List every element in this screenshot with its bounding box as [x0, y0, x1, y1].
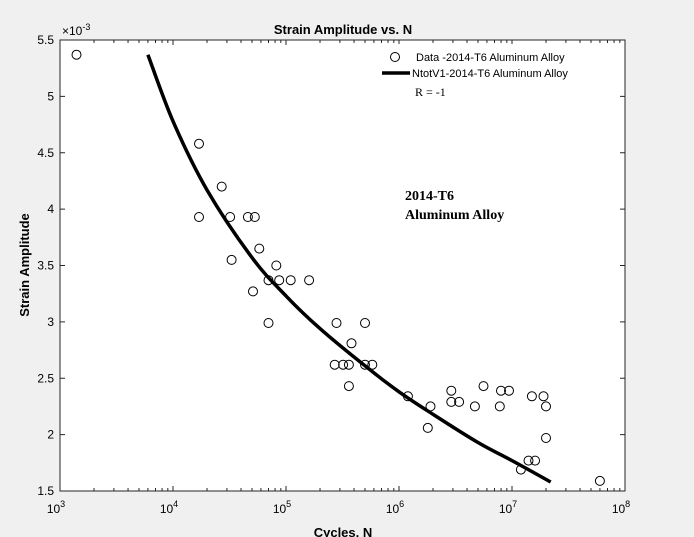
data-point-5 [226, 254, 237, 265]
data-point-26 [422, 422, 433, 433]
data-point-0 [71, 49, 82, 60]
data-point-22 [360, 318, 370, 328]
y-tick-label-3: 3 [47, 315, 54, 329]
y-tick-label-8: 5.5 [37, 33, 54, 47]
annotation-alloy-name: Aluminum Alloy [405, 208, 504, 223]
x-tick-label-2: 105 [273, 499, 291, 516]
data-point-1 [194, 138, 204, 149]
y-tick-label-6: 4.5 [37, 146, 54, 160]
data-point-12 [271, 260, 282, 271]
data-point-4 [225, 212, 236, 222]
data-point-39 [530, 455, 541, 466]
data-point-9 [254, 243, 265, 254]
data-point-29 [446, 385, 457, 396]
data-point-32 [478, 381, 489, 392]
data-point-28 [446, 396, 457, 407]
x-tick-label-1: 104 [160, 499, 178, 516]
data-point-2 [194, 212, 204, 222]
fit-curve-layer [146, 54, 552, 484]
x-axis-label: Cycles, N [314, 525, 373, 537]
x-tick-label-5: 108 [612, 499, 630, 516]
data-point-23 [360, 359, 370, 370]
legend-r-value: R = -1 [415, 85, 446, 99]
data-point-14 [285, 275, 296, 286]
data-point-27 [425, 401, 436, 412]
x-tick-label-3: 106 [386, 499, 404, 516]
data-point-37 [523, 455, 534, 466]
data-point-16 [329, 359, 340, 370]
legend: Data -2014-T6 Aluminum Alloy NtotV1-2014… [370, 44, 595, 104]
annotation-alloy-grade: 2014-T6 [405, 189, 454, 204]
legend-item-data: Data -2014-T6 Aluminum Alloy [416, 52, 565, 64]
y-tick-label-5: 4 [47, 202, 54, 216]
data-point-34 [496, 385, 506, 396]
data-point-40 [538, 391, 549, 402]
legend-circle-marker [390, 52, 400, 62]
data-point-15 [304, 275, 315, 286]
data-point-43 [594, 475, 605, 486]
data-point-8 [249, 212, 260, 222]
y-tick-label-7: 5 [47, 89, 54, 103]
data-point-24 [367, 359, 378, 370]
axis-ticks-layer: 103 104 105 106 107 108 1.5 2 2.5 3 3.5 4 4.5 5 5.5 [37, 33, 630, 516]
chart-title: Strain Amplitude vs. N [274, 22, 412, 37]
x-tick-label-0: 103 [47, 499, 65, 516]
data-point-17 [331, 318, 342, 328]
data-point-18 [338, 359, 349, 370]
plot-area [60, 40, 625, 491]
data-point-6 [242, 212, 253, 222]
data-point-25 [402, 391, 413, 402]
data-point-7 [248, 286, 258, 297]
data-point-30 [454, 396, 465, 407]
data-point-20 [343, 359, 354, 370]
data-point-31 [469, 401, 480, 412]
y-tick-label-1: 2 [47, 428, 54, 442]
data-point-36 [515, 464, 526, 475]
data-point-3 [216, 181, 227, 192]
y-tick-label-2: 2.5 [37, 371, 54, 385]
data-point-19 [343, 381, 354, 392]
data-point-42 [541, 433, 551, 443]
data-point-35 [504, 385, 514, 396]
data-point-21 [346, 338, 357, 349]
x-tick-label-4: 107 [499, 499, 517, 516]
data-point-38 [526, 391, 537, 402]
y-axis-label: Strain Amplitude [17, 213, 32, 317]
y-multiplier: ×10-3 [62, 22, 90, 38]
data-points-layer [71, 49, 605, 486]
data-point-10 [263, 318, 274, 328]
data-point-11 [263, 275, 274, 286]
y-tick-label-4: 3.5 [37, 259, 54, 273]
fit-curve-line [146, 54, 552, 484]
y-tick-label-0: 1.5 [37, 484, 54, 498]
data-point-41 [541, 401, 551, 412]
data-point-13 [274, 275, 285, 286]
legend-item-fit: NtotV1-2014-T6 Aluminum Alloy [412, 68, 568, 80]
data-point-33 [494, 401, 505, 412]
